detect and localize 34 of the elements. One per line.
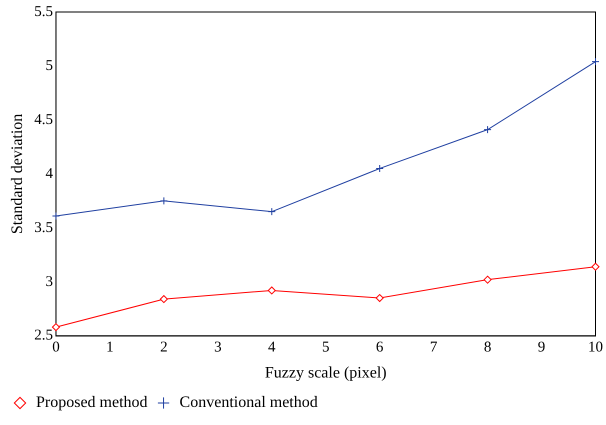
x-tick-label: 6	[376, 340, 384, 356]
y-tick-label: 5	[45, 58, 53, 74]
x-tick-label: 2	[160, 340, 168, 356]
x-tick-label: 9	[538, 340, 546, 356]
x-tick-label: 4	[268, 340, 276, 356]
x-tick-label: 1	[106, 340, 114, 356]
x-tick-label: 5	[322, 340, 330, 356]
point	[376, 294, 384, 302]
x-tick-label: 10	[588, 340, 603, 356]
x-tick-label: 3	[214, 340, 222, 356]
point	[376, 164, 384, 173]
point	[268, 208, 276, 216]
legend-label: Conventional method	[180, 394, 318, 412]
y-tick-label: 3	[45, 274, 53, 290]
x-axis-title: Fuzzy scale (pixel)	[264, 364, 387, 382]
y-tick-label: 4.5	[34, 112, 53, 128]
point	[52, 212, 60, 220]
y-tick-label: 5.5	[34, 4, 53, 20]
y-tick-label: 3.5	[34, 220, 53, 236]
x-tick-label: 7	[430, 340, 438, 356]
point	[484, 126, 492, 134]
legend-label: Proposed method	[36, 394, 148, 412]
y-tick-label: 4	[45, 166, 54, 182]
y-tick-label: 2.5	[34, 328, 53, 344]
point	[160, 295, 168, 304]
x-tick-label: 0	[52, 340, 60, 356]
y-axis-title: Standard deviation	[8, 114, 26, 234]
point	[52, 323, 60, 332]
point	[268, 286, 276, 294]
x-tick-label: 8	[484, 340, 492, 356]
point	[160, 196, 168, 205]
point	[592, 58, 600, 66]
point	[592, 262, 600, 271]
point	[484, 276, 492, 284]
